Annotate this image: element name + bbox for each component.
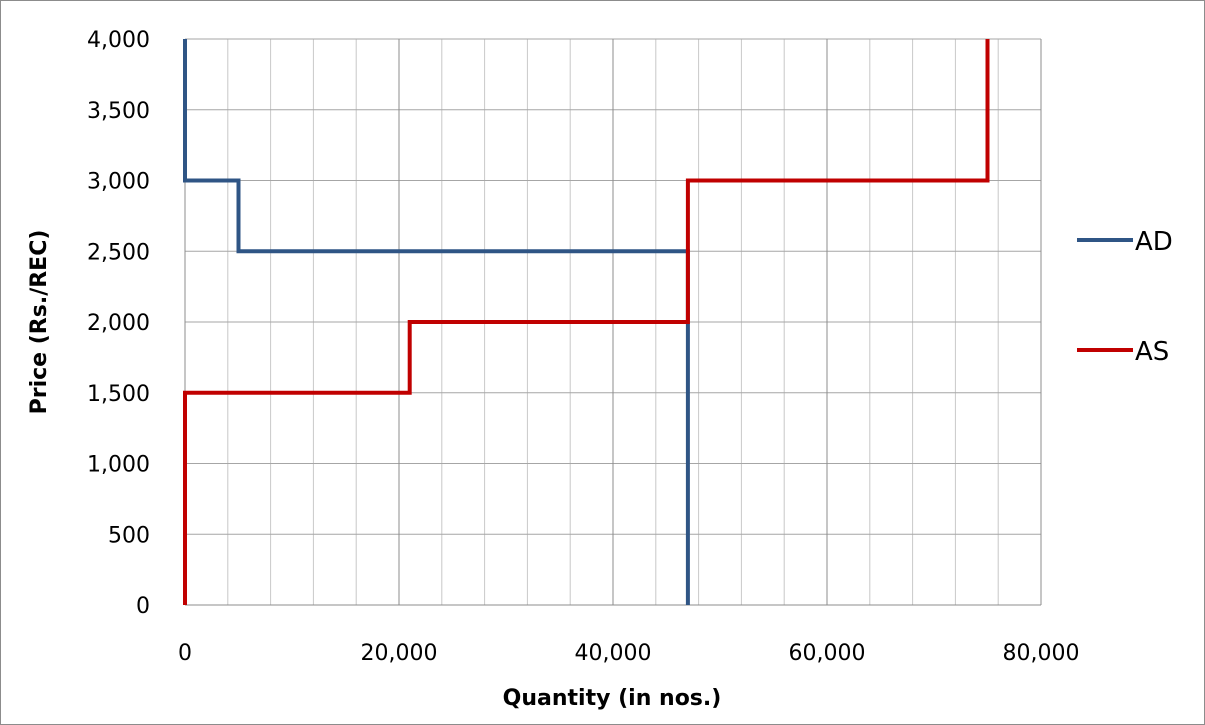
y-tick-label: 1,000 <box>87 453 150 478</box>
legend: AD AS <box>1077 227 1173 367</box>
x-tick-label: 0 <box>178 641 192 666</box>
y-tick-label: 4,000 <box>87 28 150 53</box>
y-tick-label: 3,000 <box>87 170 150 195</box>
y-tick-label: 500 <box>108 523 150 548</box>
y-tick-label: 2,000 <box>87 311 150 336</box>
y-axis-tick-labels: 0 500 1,000 1,500 2,000 2,500 3,000 3,500 4,000 <box>87 28 150 619</box>
series-layer <box>183 39 990 605</box>
series-line-as <box>183 39 990 605</box>
y-tick-label: 3,500 <box>87 99 150 124</box>
x-tick-label: 40,000 <box>575 641 652 666</box>
x-axis-title: Quantity (in nos.) <box>503 686 722 711</box>
x-tick-label: 80,000 <box>1003 641 1080 666</box>
legend-label-as: AS <box>1135 337 1169 367</box>
y-tick-label: 1,500 <box>87 382 150 407</box>
legend-label-ad: AD <box>1135 227 1173 257</box>
x-tick-label: 60,000 <box>789 641 866 666</box>
y-axis-title: Price (Rs./REC) <box>27 230 52 415</box>
y-tick-label: 2,500 <box>87 240 150 265</box>
x-tick-label: 20,000 <box>361 641 438 666</box>
x-axis-tick-labels: 0 20,000 40,000 60,000 80,000 <box>178 641 1079 666</box>
y-tick-label: 0 <box>136 594 150 619</box>
